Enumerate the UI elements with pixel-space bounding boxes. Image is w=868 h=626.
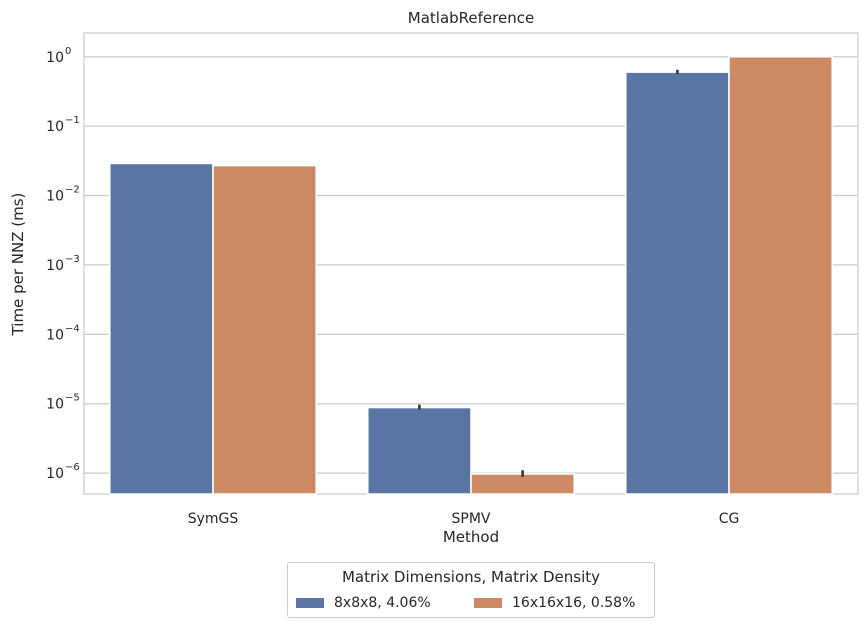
x-axis-label: Method xyxy=(443,528,499,546)
y-tick-label: 10 xyxy=(46,466,64,482)
y-tick-label: 10 xyxy=(46,50,64,66)
y-tick-label: 10 xyxy=(46,119,64,135)
y-tick-exponent: −1 xyxy=(65,115,80,126)
y-tick-label: 10 xyxy=(46,189,64,205)
legend-title: Matrix Dimensions, Matrix Density xyxy=(341,568,601,586)
bar-symgs-series-1 xyxy=(109,162,214,495)
error-bars xyxy=(418,69,679,477)
y-tick-exponent: −4 xyxy=(65,323,80,334)
x-tick-label: SPMV xyxy=(452,511,491,527)
y-tick-exponent: −5 xyxy=(65,393,80,404)
legend-item-series-1: 8x8x8, 4.06% xyxy=(296,595,431,611)
bar-spmv-series-1 xyxy=(367,406,472,495)
y-tick-exponent: −2 xyxy=(65,185,80,196)
x-tick-label: SymGS xyxy=(188,511,239,527)
y-tick-label: 10 xyxy=(46,258,64,274)
bar-symgs-series-2 xyxy=(212,164,317,495)
y-tick-label: 10 xyxy=(46,327,64,343)
bar-cg-series-2 xyxy=(728,56,833,495)
legend-swatch-series-2 xyxy=(474,598,502,608)
bars xyxy=(109,56,833,495)
legend-label-series-1: 8x8x8, 4.06% xyxy=(334,595,431,611)
bar-spmv-series-2 xyxy=(470,473,575,495)
y-tick-exponent: −6 xyxy=(65,462,80,473)
x-axis-ticks: SymGS SPMV CG xyxy=(188,511,740,527)
legend-label-series-2: 16x16x16, 0.58% xyxy=(512,595,636,611)
chart-title: MatlabReference xyxy=(408,9,534,27)
y-tick-exponent: −3 xyxy=(65,254,80,265)
y-axis-label: Time per NNZ (ms) xyxy=(9,193,27,337)
legend-swatch-series-1 xyxy=(296,598,324,608)
x-tick-label: CG xyxy=(719,511,740,527)
legend: Matrix Dimensions, Matrix Density 8x8x8,… xyxy=(287,562,655,618)
y-tick-label: 10 xyxy=(46,397,64,413)
legend-item-series-2: 16x16x16, 0.58% xyxy=(474,595,635,611)
y-tick-exponent: 0 xyxy=(65,46,71,57)
bar-cg-series-1 xyxy=(625,71,730,495)
